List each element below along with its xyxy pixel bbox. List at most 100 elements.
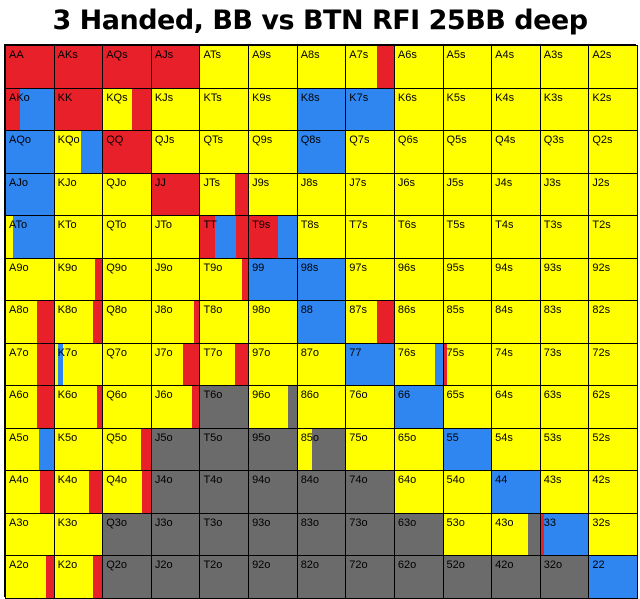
frequency-segment-yellow (589, 301, 637, 343)
frequency-segment-yellow (443, 216, 492, 258)
hand-cell-95s: 95s (442, 257, 493, 302)
hand-label: T9s (252, 219, 271, 232)
frequency-segment-red (200, 216, 215, 258)
hand-label: Q8o (106, 304, 128, 317)
frequency-segment-blue (214, 216, 237, 258)
frequency-segment-yellow (297, 173, 346, 216)
frequency-segment-blue (20, 88, 54, 131)
hand-cell-97o: 97o (248, 342, 298, 387)
frequency-segment-yellow (103, 386, 151, 428)
hand-cell-43o: 43o (491, 512, 541, 557)
hand-label: A8s (300, 49, 320, 61)
frequency-segment-gray (540, 556, 589, 598)
hand-cell-a5o: A5o (5, 427, 55, 472)
hand-label: A6s (397, 49, 417, 61)
frequency-segment-yellow (103, 216, 151, 258)
hand-cell-j8o: J8o (150, 300, 201, 344)
frequency-segment-red (95, 258, 103, 301)
hand-label: 86o (300, 389, 320, 402)
hand-cell-96s: 96s (393, 257, 444, 302)
hand-label: J4o (154, 474, 173, 487)
hand-cell-a7o: A7o (5, 342, 55, 387)
frequency-segment-red (151, 46, 200, 88)
frequency-segment-gray (151, 513, 200, 556)
frequency-segment-yellow (249, 173, 297, 216)
hand-label: Q2o (106, 559, 128, 572)
frequency-segment-gray (346, 471, 394, 513)
hand-cell-q7s: Q7s (345, 130, 395, 174)
hand-cell-j3s: J3s (539, 172, 590, 217)
hand-label: 97s (349, 261, 368, 274)
hand-cell-ajs: AJs (150, 45, 201, 89)
frequency-segment-yellow (6, 513, 54, 556)
hand-cell-j4s: J4s (491, 172, 541, 217)
frequency-segment-yellow (297, 428, 312, 471)
hand-cell-t9o: T9o (199, 257, 250, 302)
hand-cell-k9o: K9o (53, 257, 104, 302)
hand-range-grid: AA AKs AQs AJs ATs A9s A8s A7s A6s A5s A4s A3s A2s AK… (4, 44, 638, 599)
frequency-segment-gray (151, 471, 200, 513)
frequency-segment-gray (249, 471, 297, 513)
hand-label: T2s (592, 219, 611, 232)
hand-cell-k3o: K3o (53, 512, 104, 557)
hand-cell-t4s: T4s (491, 215, 541, 259)
hand-label: A4o (9, 474, 29, 487)
hand-label: 84o (300, 474, 320, 487)
hand-label: T6o (203, 389, 223, 402)
hand-label: J2o (154, 559, 173, 572)
hand-label: J8s (300, 176, 318, 189)
hand-label: J7s (349, 176, 367, 189)
hand-cell-44: 44 (491, 470, 541, 514)
frequency-segment-yellow (151, 258, 200, 301)
hand-label: K5o (57, 431, 78, 444)
frequency-segment-yellow (103, 471, 143, 513)
hand-label: J7o (154, 346, 173, 359)
frequency-segment-red (141, 428, 151, 471)
hand-label: JJ (154, 176, 166, 189)
frequency-segment-yellow (346, 216, 394, 258)
frequency-segment-yellow (103, 301, 151, 343)
frequency-segment-red (182, 343, 200, 386)
hand-cell-aqs: AQs (102, 45, 152, 89)
frequency-segment-gray (346, 556, 394, 598)
hand-label: Q4o (106, 474, 128, 487)
hand-label: 96o (252, 389, 271, 402)
frequency-segment-yellow (200, 258, 243, 301)
frequency-segment-yellow (492, 88, 540, 131)
hand-label: A6o (9, 389, 29, 402)
hand-cell-84s: 84s (491, 300, 541, 344)
frequency-segment-yellow (443, 46, 492, 88)
hand-cell-q2s: Q2s (588, 130, 638, 174)
hand-cell-t3o: T3o (199, 512, 250, 557)
frequency-segment-yellow (394, 471, 443, 513)
frequency-segment-blue (346, 88, 394, 131)
hand-label: 43o (495, 516, 514, 529)
hand-label: 42s (592, 474, 611, 487)
frequency-segment-red (46, 556, 54, 598)
frequency-segment-gray (200, 386, 249, 428)
hand-label: 86s (397, 304, 416, 317)
frequency-segment-red (151, 173, 200, 216)
hand-cell-q4s: Q4s (491, 130, 541, 174)
frequency-segment-red (193, 301, 200, 343)
hand-cell-qjo: QJo (102, 172, 152, 217)
hand-label: 53o (446, 516, 465, 529)
frequency-segment-yellow (589, 216, 637, 258)
hand-label: T9o (203, 261, 223, 274)
frequency-segment-gray (249, 513, 297, 556)
frequency-segment-yellow (6, 471, 41, 513)
frequency-segment-red (36, 301, 54, 343)
frequency-segment-yellow (443, 173, 492, 216)
frequency-segment-yellow (249, 343, 297, 386)
frequency-segment-yellow (589, 343, 637, 386)
hand-label: K9o (57, 261, 78, 274)
frequency-segment-gray (492, 556, 540, 598)
frequency-segment-yellow (492, 216, 540, 258)
hand-cell-88: 88 (296, 300, 347, 344)
hand-label: 63o (397, 516, 417, 529)
hand-label: 53s (543, 431, 562, 444)
hand-cell-55: 55 (442, 427, 493, 472)
hand-cell-87s: 87s (345, 300, 395, 344)
hand-cell-66: 66 (393, 385, 444, 429)
hand-cell-75s: 75s (442, 342, 493, 387)
